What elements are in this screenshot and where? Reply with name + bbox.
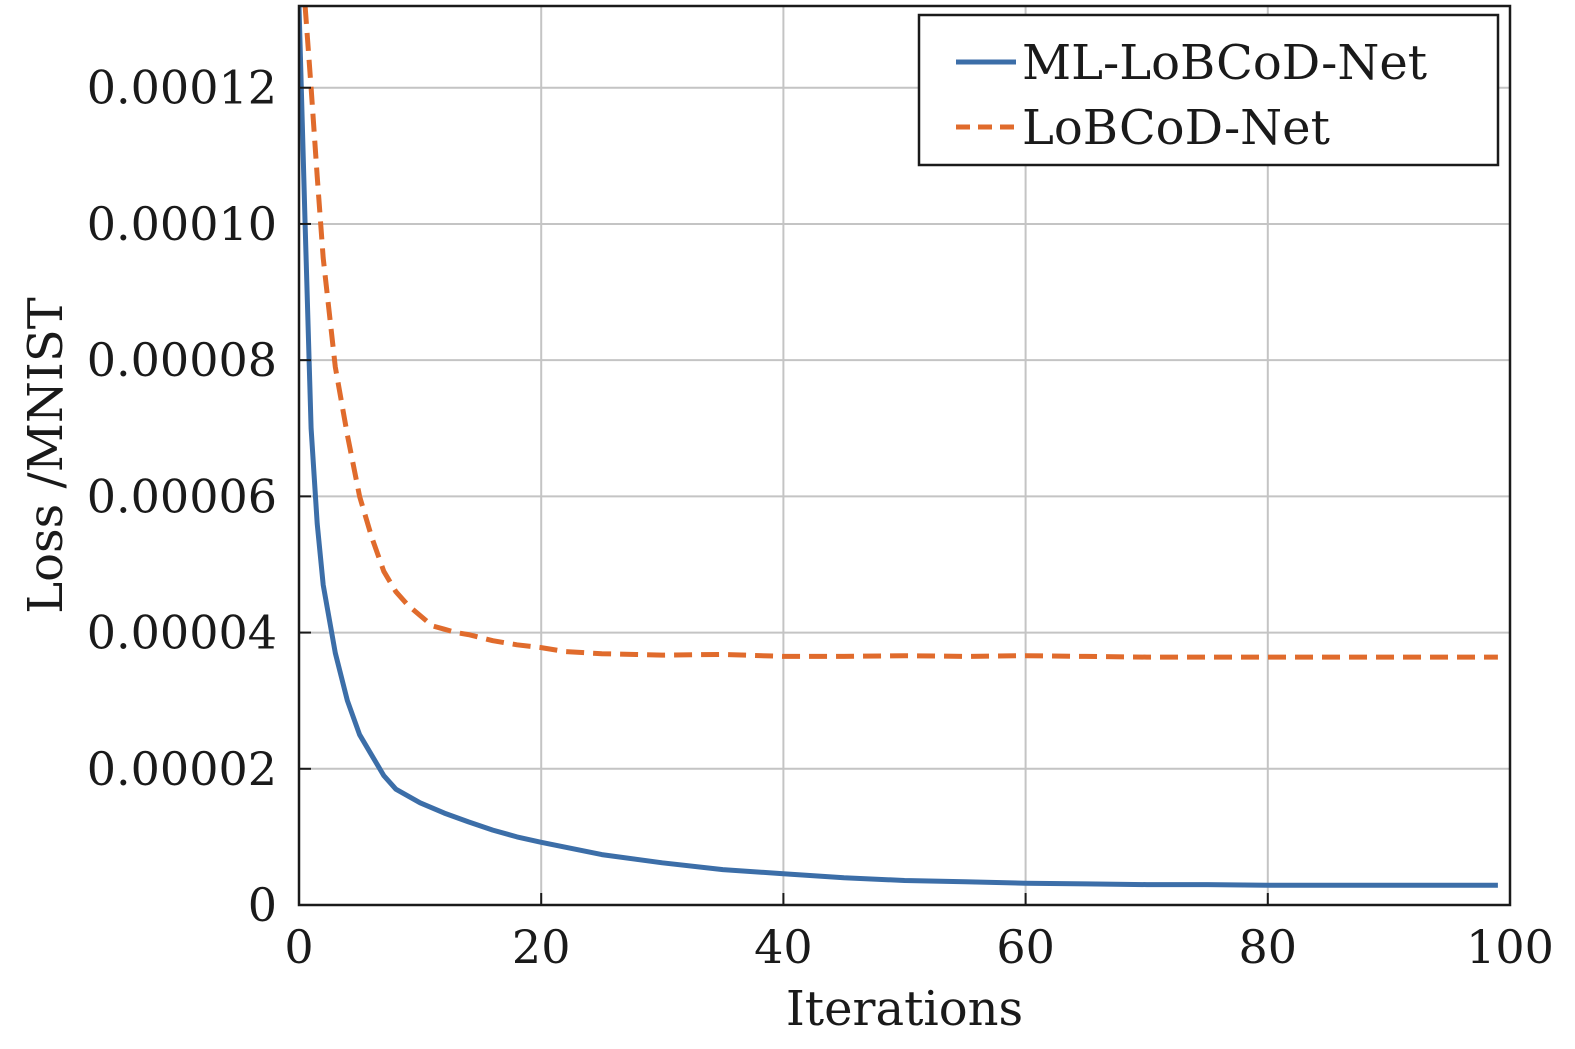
x-tick-label: 80 [1239, 920, 1298, 974]
axis-ticks: 0 20 40 60 80 100 0 0.00002 0.00004 0.00006 0.0000… [87, 61, 1554, 974]
y-tick-label: 0 [248, 878, 277, 932]
x-tick-label: 60 [996, 920, 1055, 974]
y-tick-label: 0.00008 [87, 333, 277, 387]
y-axis-label: Loss /MNIST [18, 297, 74, 613]
series-line-ml-lobcod-net [299, 6, 1498, 888]
y-tick-label: 0.00002 [87, 742, 277, 796]
x-tick-label: 100 [1466, 920, 1554, 974]
plot-frame [297, 4, 1512, 907]
x-axis-label: Iterations [786, 981, 1023, 1037]
y-tick-label: 0.00004 [87, 606, 277, 660]
series-line-lobcod-net [302, 6, 1498, 660]
legend: ML-LoBCoD-Net LoBCoD-Net [917, 13, 1500, 167]
series-lines [299, 6, 1498, 888]
x-tick-label: 0 [284, 920, 313, 974]
y-tick-label: 0.00006 [87, 469, 277, 523]
legend-box [917, 13, 1500, 167]
x-tick-label: 20 [512, 920, 571, 974]
legend-label-ml-lobcod-net: ML-LoBCoD-Net [1022, 35, 1427, 91]
x-tick-label: 40 [754, 920, 813, 974]
y-tick-label: 0.00010 [87, 197, 277, 251]
legend-label-lobcod-net: LoBCoD-Net [1022, 100, 1330, 156]
y-tick-label: 0.00012 [87, 61, 277, 115]
